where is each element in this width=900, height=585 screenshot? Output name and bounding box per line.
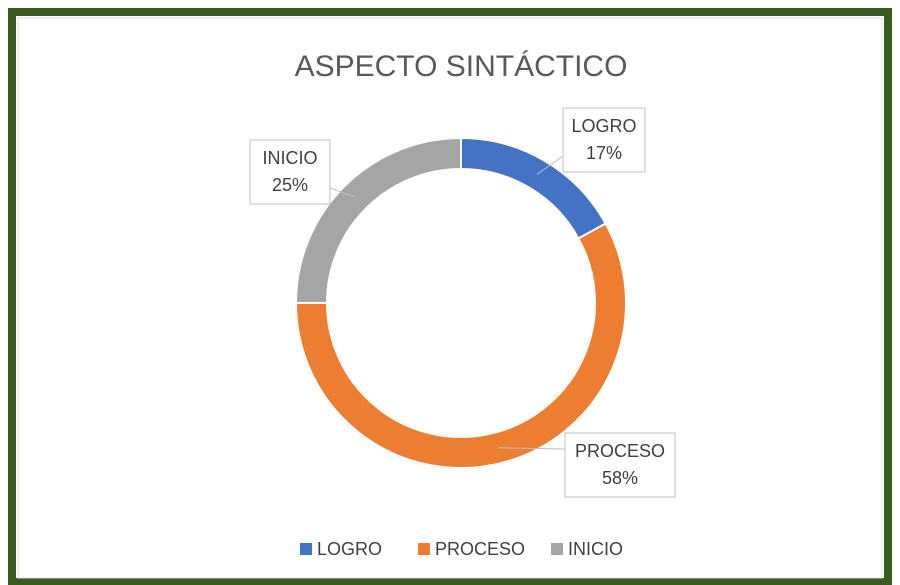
legend-swatch bbox=[551, 543, 563, 555]
donut-slice bbox=[294, 222, 627, 469]
chart-area bbox=[17, 17, 883, 579]
legend-label: INICIO bbox=[568, 539, 623, 559]
legend-swatch bbox=[418, 543, 430, 555]
label-box bbox=[562, 107, 646, 173]
legend-label: LOGRO bbox=[317, 539, 382, 559]
data-label-category: LOGRO bbox=[571, 116, 636, 136]
frame bbox=[8, 8, 892, 585]
data-label-value: 17% bbox=[586, 143, 622, 163]
label-leader bbox=[329, 187, 356, 198]
chart-title: ASPECTO SINTÁCTICO bbox=[295, 50, 628, 83]
label-box bbox=[249, 139, 331, 205]
data-label-category: PROCESO bbox=[575, 441, 665, 461]
legend-label: PROCESO bbox=[435, 539, 525, 559]
label-box bbox=[564, 432, 676, 498]
data-label-value: 25% bbox=[272, 175, 308, 195]
label-leader bbox=[498, 447, 566, 450]
donut-slice bbox=[294, 136, 462, 304]
legend-swatch bbox=[300, 543, 312, 555]
data-label-category: INICIO bbox=[262, 148, 317, 168]
data-label-value: 58% bbox=[602, 468, 638, 488]
label-leader bbox=[536, 155, 564, 175]
